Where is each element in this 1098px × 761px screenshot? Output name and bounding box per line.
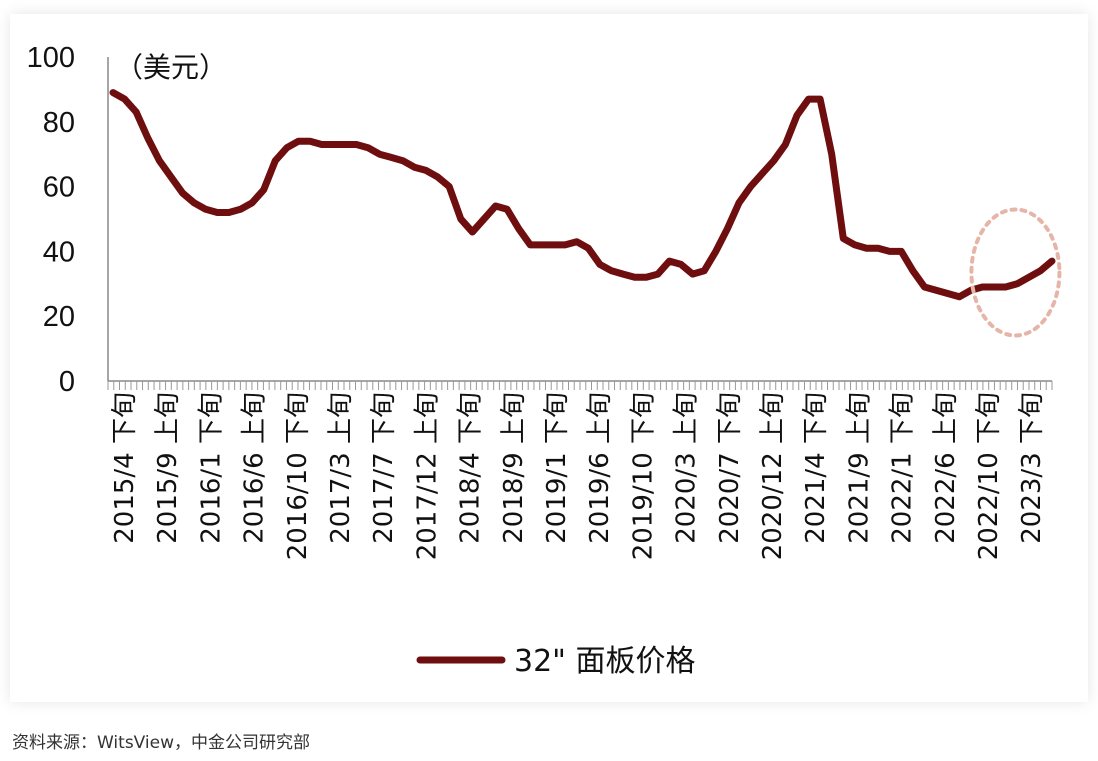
x-tick-label: 2016/10 下旬 xyxy=(283,392,313,560)
y-tick-label: 100 xyxy=(27,42,75,74)
x-tick-label: 2020/12 上旬 xyxy=(758,392,788,560)
series-line xyxy=(109,89,1056,301)
x-tick-label: 2019/6 上旬 xyxy=(585,392,615,544)
x-tick-label: 2018/4 下旬 xyxy=(456,392,486,544)
x-tick-label: 2019/10 下旬 xyxy=(628,392,658,560)
series-layer xyxy=(109,89,1056,301)
x-tick-label: 2023/3 下旬 xyxy=(1017,392,1047,544)
x-tick-label: 2021/4 下旬 xyxy=(801,392,831,544)
x-tick-label: 2022/1 下旬 xyxy=(888,392,918,544)
legend-label: 32" 面板价格 xyxy=(514,644,696,679)
x-tick-label: 2020/7 下旬 xyxy=(715,392,745,544)
x-tick-label: 2015/4 下旬 xyxy=(110,392,140,544)
source-note: 资料来源：WitsView，中金公司研究部 xyxy=(12,733,311,753)
x-tick-label: 2019/1 下旬 xyxy=(542,392,572,544)
x-tick-label: 2017/12 上旬 xyxy=(412,392,442,560)
x-tick-label: 2022/10 下旬 xyxy=(974,392,1004,560)
y-axis: 0 20 40 60 80 100 （美元） xyxy=(27,42,227,398)
y-tick-label: 0 xyxy=(59,366,75,398)
x-tick-label: 2016/1 下旬 xyxy=(196,392,226,544)
x-tick-label: 2020/3 上旬 xyxy=(672,392,702,544)
y-tick-label: 20 xyxy=(43,301,75,333)
x-tick-label: 2017/3 上旬 xyxy=(326,392,356,544)
highlight-ellipse xyxy=(969,207,1062,338)
x-tick-label: 2015/9 上旬 xyxy=(153,392,183,544)
y-tick-label: 40 xyxy=(43,236,75,268)
chart-card xyxy=(10,14,1088,702)
x-tick-label: 2018/9 上旬 xyxy=(499,392,529,544)
y-tick-label: 80 xyxy=(43,107,75,139)
legend: 32" 面板价格 xyxy=(416,644,696,679)
y-unit-label: （美元） xyxy=(115,51,227,84)
x-tick-label: 2017/7 下旬 xyxy=(369,392,399,544)
x-tick-label: 2016/6 上旬 xyxy=(240,392,270,544)
x-tick-label: 2022/6 上旬 xyxy=(931,392,961,544)
highlight-layer xyxy=(969,207,1062,338)
x-tick-label: 2021/9 上旬 xyxy=(844,392,874,544)
y-tick-label: 60 xyxy=(43,172,75,204)
x-axis: 2015/4 下旬 2015/9 上旬 2016/1 下旬 2016/6 上旬 2016… xyxy=(107,380,1053,560)
